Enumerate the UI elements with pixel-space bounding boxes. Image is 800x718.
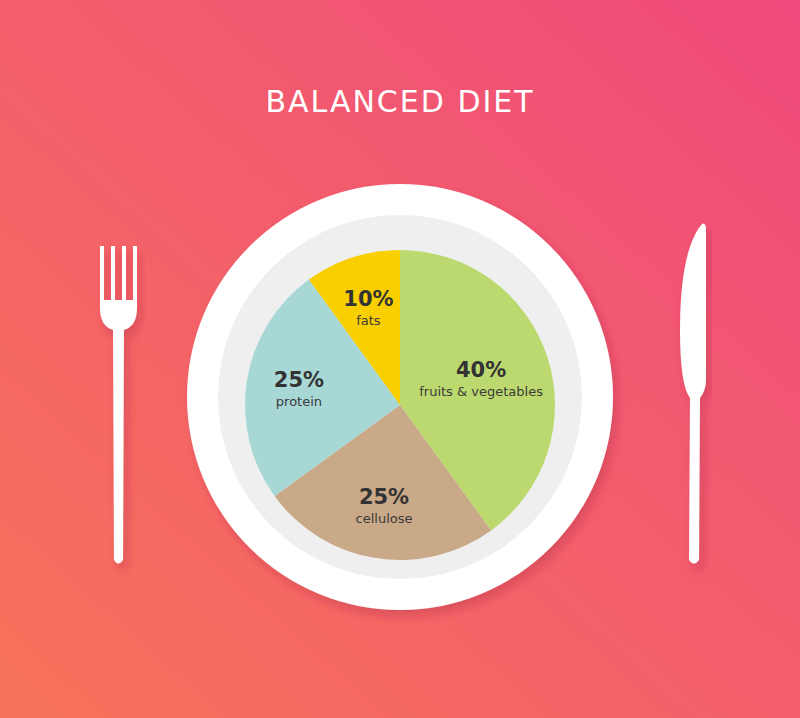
- category-label: protein: [276, 394, 322, 409]
- fork: [100, 246, 137, 564]
- chart: BALANCED DIET 40% fruits & vegetables 25% ce…: [0, 0, 800, 718]
- category-label: cellulose: [356, 511, 413, 526]
- category-label: fruits & vegetables: [419, 384, 543, 399]
- title: BALANCED DIET: [265, 84, 534, 119]
- data-label: 25%: [274, 368, 324, 392]
- plate-inner: [218, 215, 582, 579]
- category-label: fats: [356, 313, 381, 328]
- pie-slice: [245, 280, 400, 497]
- background: [0, 0, 800, 718]
- data-labels: 40% fruits & vegetables 25% cellulose 25% pro…: [274, 287, 543, 526]
- data-label: 10%: [343, 287, 393, 311]
- data-label: 25%: [359, 485, 409, 509]
- pie: 40% fruits & vegetables 25% cellulose 25% pro…: [245, 250, 555, 560]
- knife: [680, 224, 706, 564]
- knife-shape: [680, 224, 706, 564]
- fork-shape: [100, 246, 137, 564]
- plate: [187, 184, 613, 610]
- data-label: 40%: [456, 358, 506, 382]
